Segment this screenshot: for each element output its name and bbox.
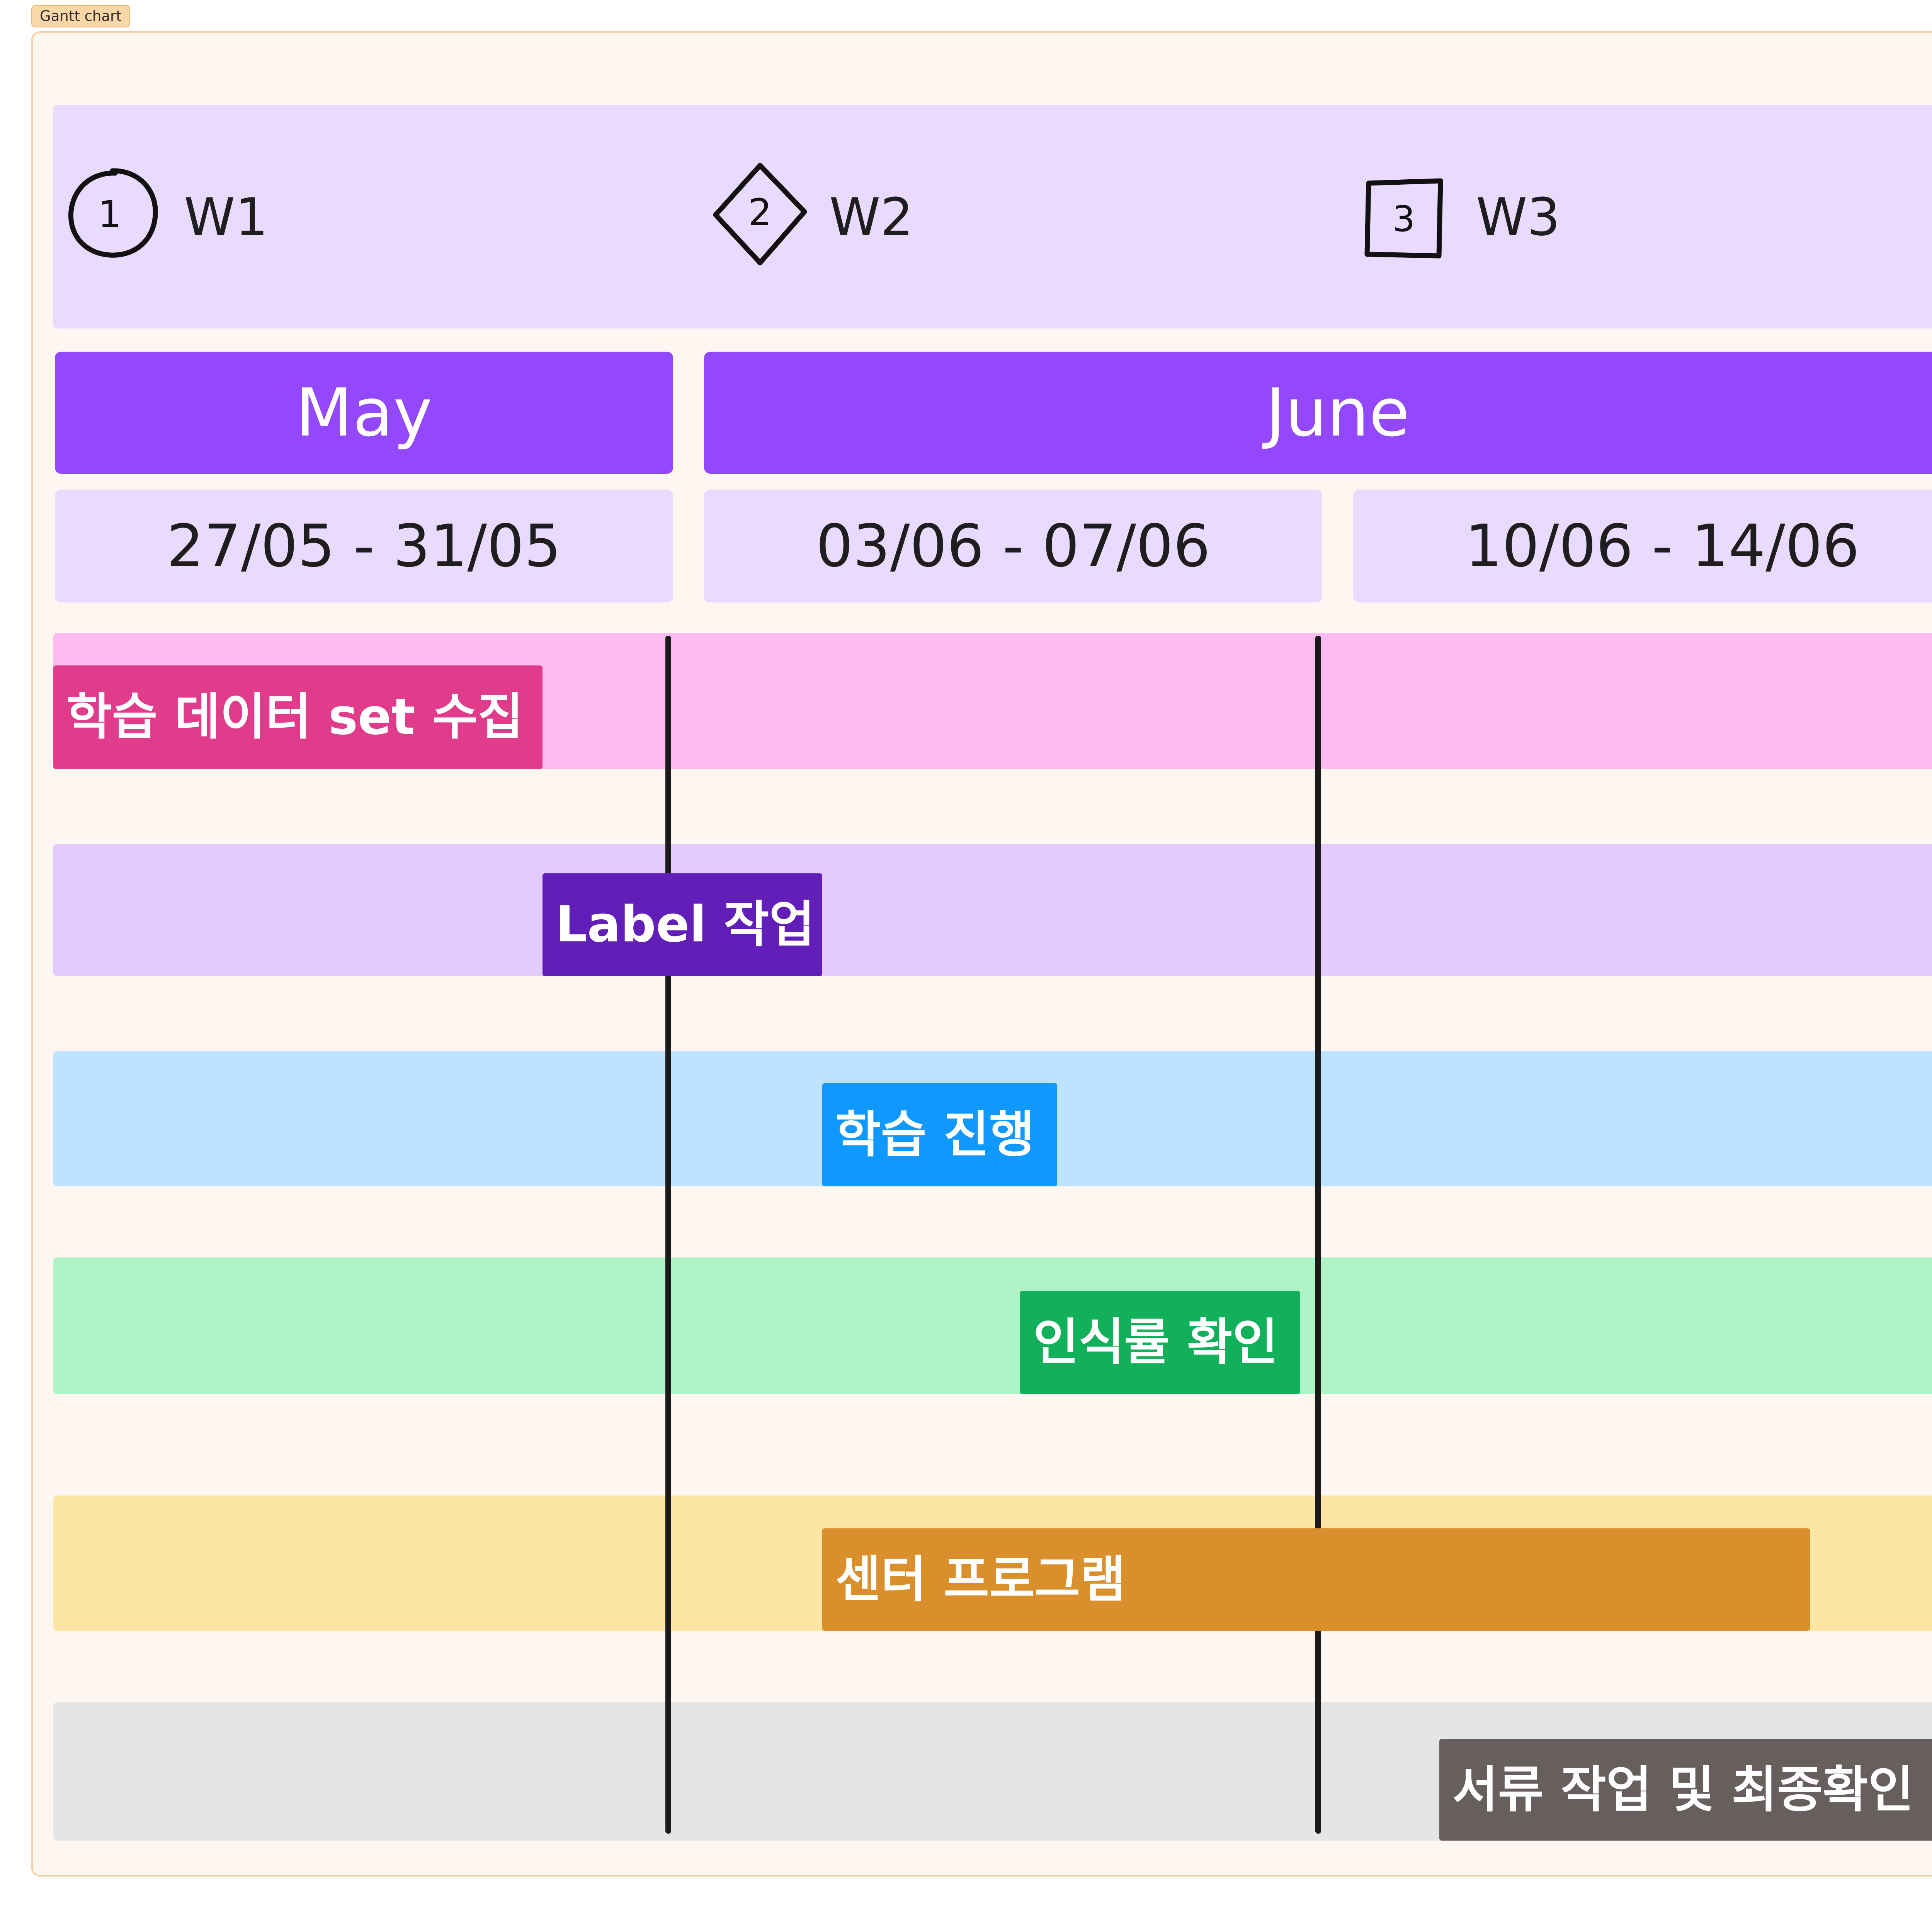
week-header-band <box>53 105 1932 328</box>
square-3-icon: 3 <box>1364 178 1443 259</box>
week-badge-3: 3 <box>1393 198 1415 240</box>
circle-1-icon: 1 <box>68 168 158 258</box>
date-range-w1: 27/05 - 31/05 <box>55 490 673 602</box>
month-june: June <box>704 352 1932 474</box>
task-label: 인식률 확인 <box>1033 1314 1278 1371</box>
week-badge-2: 2 <box>748 191 772 234</box>
task-label: 학습 진행 <box>835 1106 1035 1164</box>
task-bar[interactable]: 인식률 확인 <box>1020 1291 1300 1394</box>
row-band-2 <box>53 844 1932 976</box>
task-bar[interactable]: Label 작업 <box>543 873 822 976</box>
week-badge-1: 1 <box>98 193 121 236</box>
task-bar[interactable]: 센터 프로그램 <box>822 1528 1810 1631</box>
month-may: May <box>55 352 673 474</box>
task-label: Label 작업 <box>556 896 815 953</box>
row-band-4 <box>53 1257 1932 1394</box>
week-label-w2: W2 <box>829 187 913 247</box>
diamond-2-icon: 2 <box>713 163 807 265</box>
date-range-w2: 03/06 - 07/06 <box>704 490 1322 602</box>
week-label-w3: W3 <box>1476 187 1560 247</box>
task-label: 센터 프로그램 <box>835 1550 1126 1608</box>
week-divider-2 <box>1315 636 1321 1834</box>
task-bar[interactable]: 학습 데이터 set 수집 <box>53 665 543 769</box>
frame-tag: Gantt chart <box>31 5 130 27</box>
week-label-w1: W1 <box>184 187 268 247</box>
task-label: 서류 작업 및 최종확인 <box>1452 1761 1914 1819</box>
date-range-w3: 10/06 - 14/06 <box>1353 490 1932 602</box>
task-bar[interactable]: 서류 작업 및 최종확인 <box>1439 1739 1932 1841</box>
task-bar[interactable]: 학습 진행 <box>822 1083 1057 1186</box>
task-label: 학습 데이터 set 수집 <box>66 688 524 746</box>
week-divider-1 <box>665 636 671 1834</box>
